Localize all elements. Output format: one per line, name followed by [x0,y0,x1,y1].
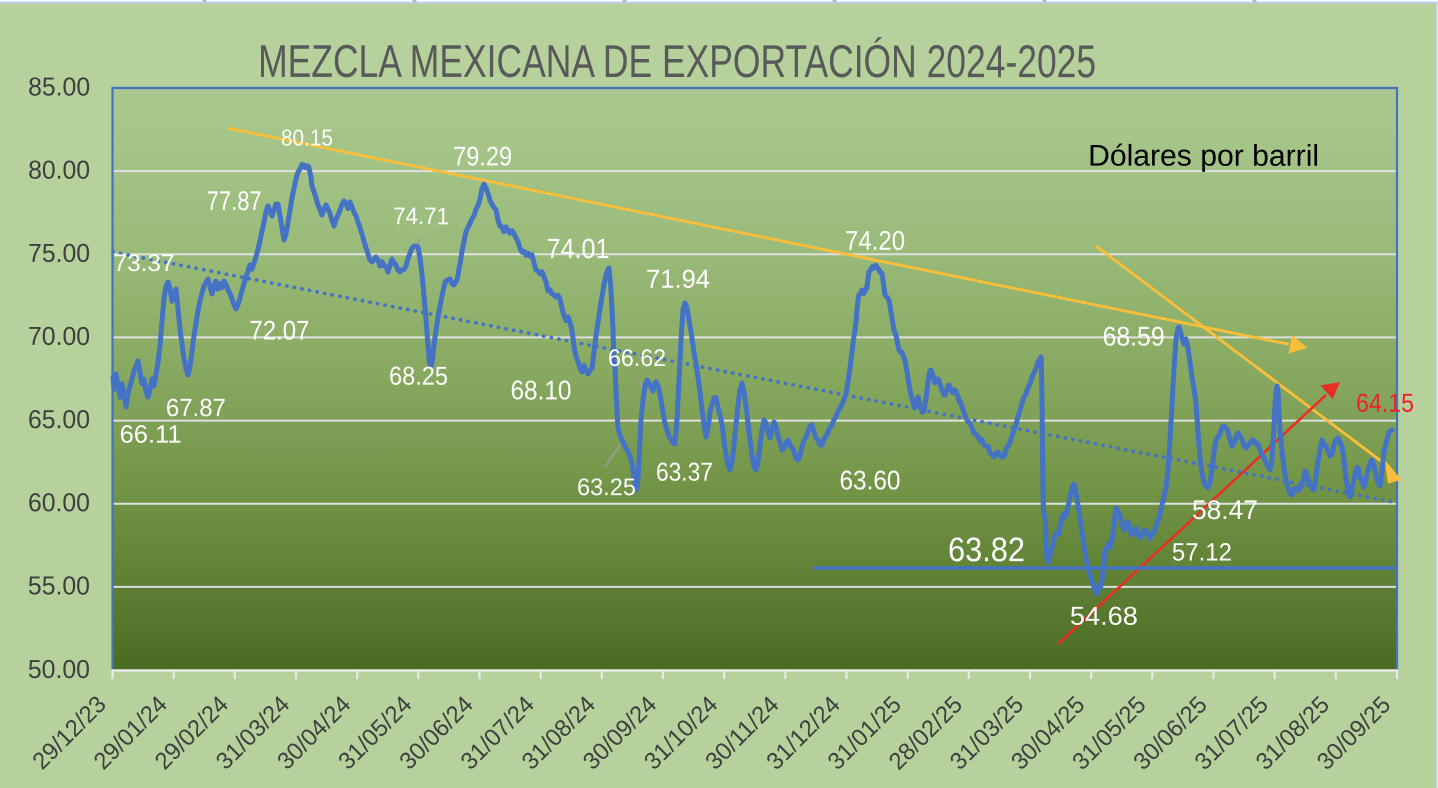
svg-text:68.25: 68.25 [389,361,448,391]
svg-text:85.00: 85.00 [28,72,90,102]
svg-text:67.87: 67.87 [166,394,226,422]
svg-text:70.00: 70.00 [28,321,90,351]
svg-text:79.29: 79.29 [453,141,512,171]
svg-text:68.59: 68.59 [1103,322,1165,352]
svg-text:68.10: 68.10 [510,375,571,405]
svg-text:63.37: 63.37 [656,457,713,487]
svg-text:74.20: 74.20 [845,226,905,256]
svg-text:58.47: 58.47 [1192,495,1258,525]
svg-text:77.87: 77.87 [207,186,262,216]
svg-text:57.12: 57.12 [1172,538,1232,566]
svg-text:80.15: 80.15 [281,125,333,151]
svg-text:63.25: 63.25 [577,474,636,501]
svg-text:73.37: 73.37 [114,250,175,277]
svg-text:65.00: 65.00 [28,404,90,434]
svg-text:74.01: 74.01 [547,233,610,264]
svg-text:74.71: 74.71 [393,203,449,230]
svg-text:55.00: 55.00 [28,570,90,600]
svg-text:64.15: 64.15 [1356,388,1414,418]
svg-text:71.94: 71.94 [646,264,710,294]
svg-text:72.07: 72.07 [249,316,309,346]
svg-text:50.00: 50.00 [28,654,90,684]
svg-text:Dólares por barril: Dólares por barril [1088,140,1319,173]
svg-text:54.68: 54.68 [1070,601,1138,631]
svg-text:63.60: 63.60 [839,465,900,495]
svg-text:63.82: 63.82 [948,531,1025,569]
svg-text:60.00: 60.00 [28,487,90,517]
svg-text:MEZCLA MEXICANA DE EXPORTACIÓN: MEZCLA MEXICANA DE EXPORTACIÓN 2024-2025 [258,35,1096,87]
svg-text:66.62: 66.62 [608,345,666,372]
svg-text:75.00: 75.00 [28,238,90,268]
svg-text:80.00: 80.00 [28,155,90,185]
svg-text:66.11: 66.11 [120,421,182,449]
